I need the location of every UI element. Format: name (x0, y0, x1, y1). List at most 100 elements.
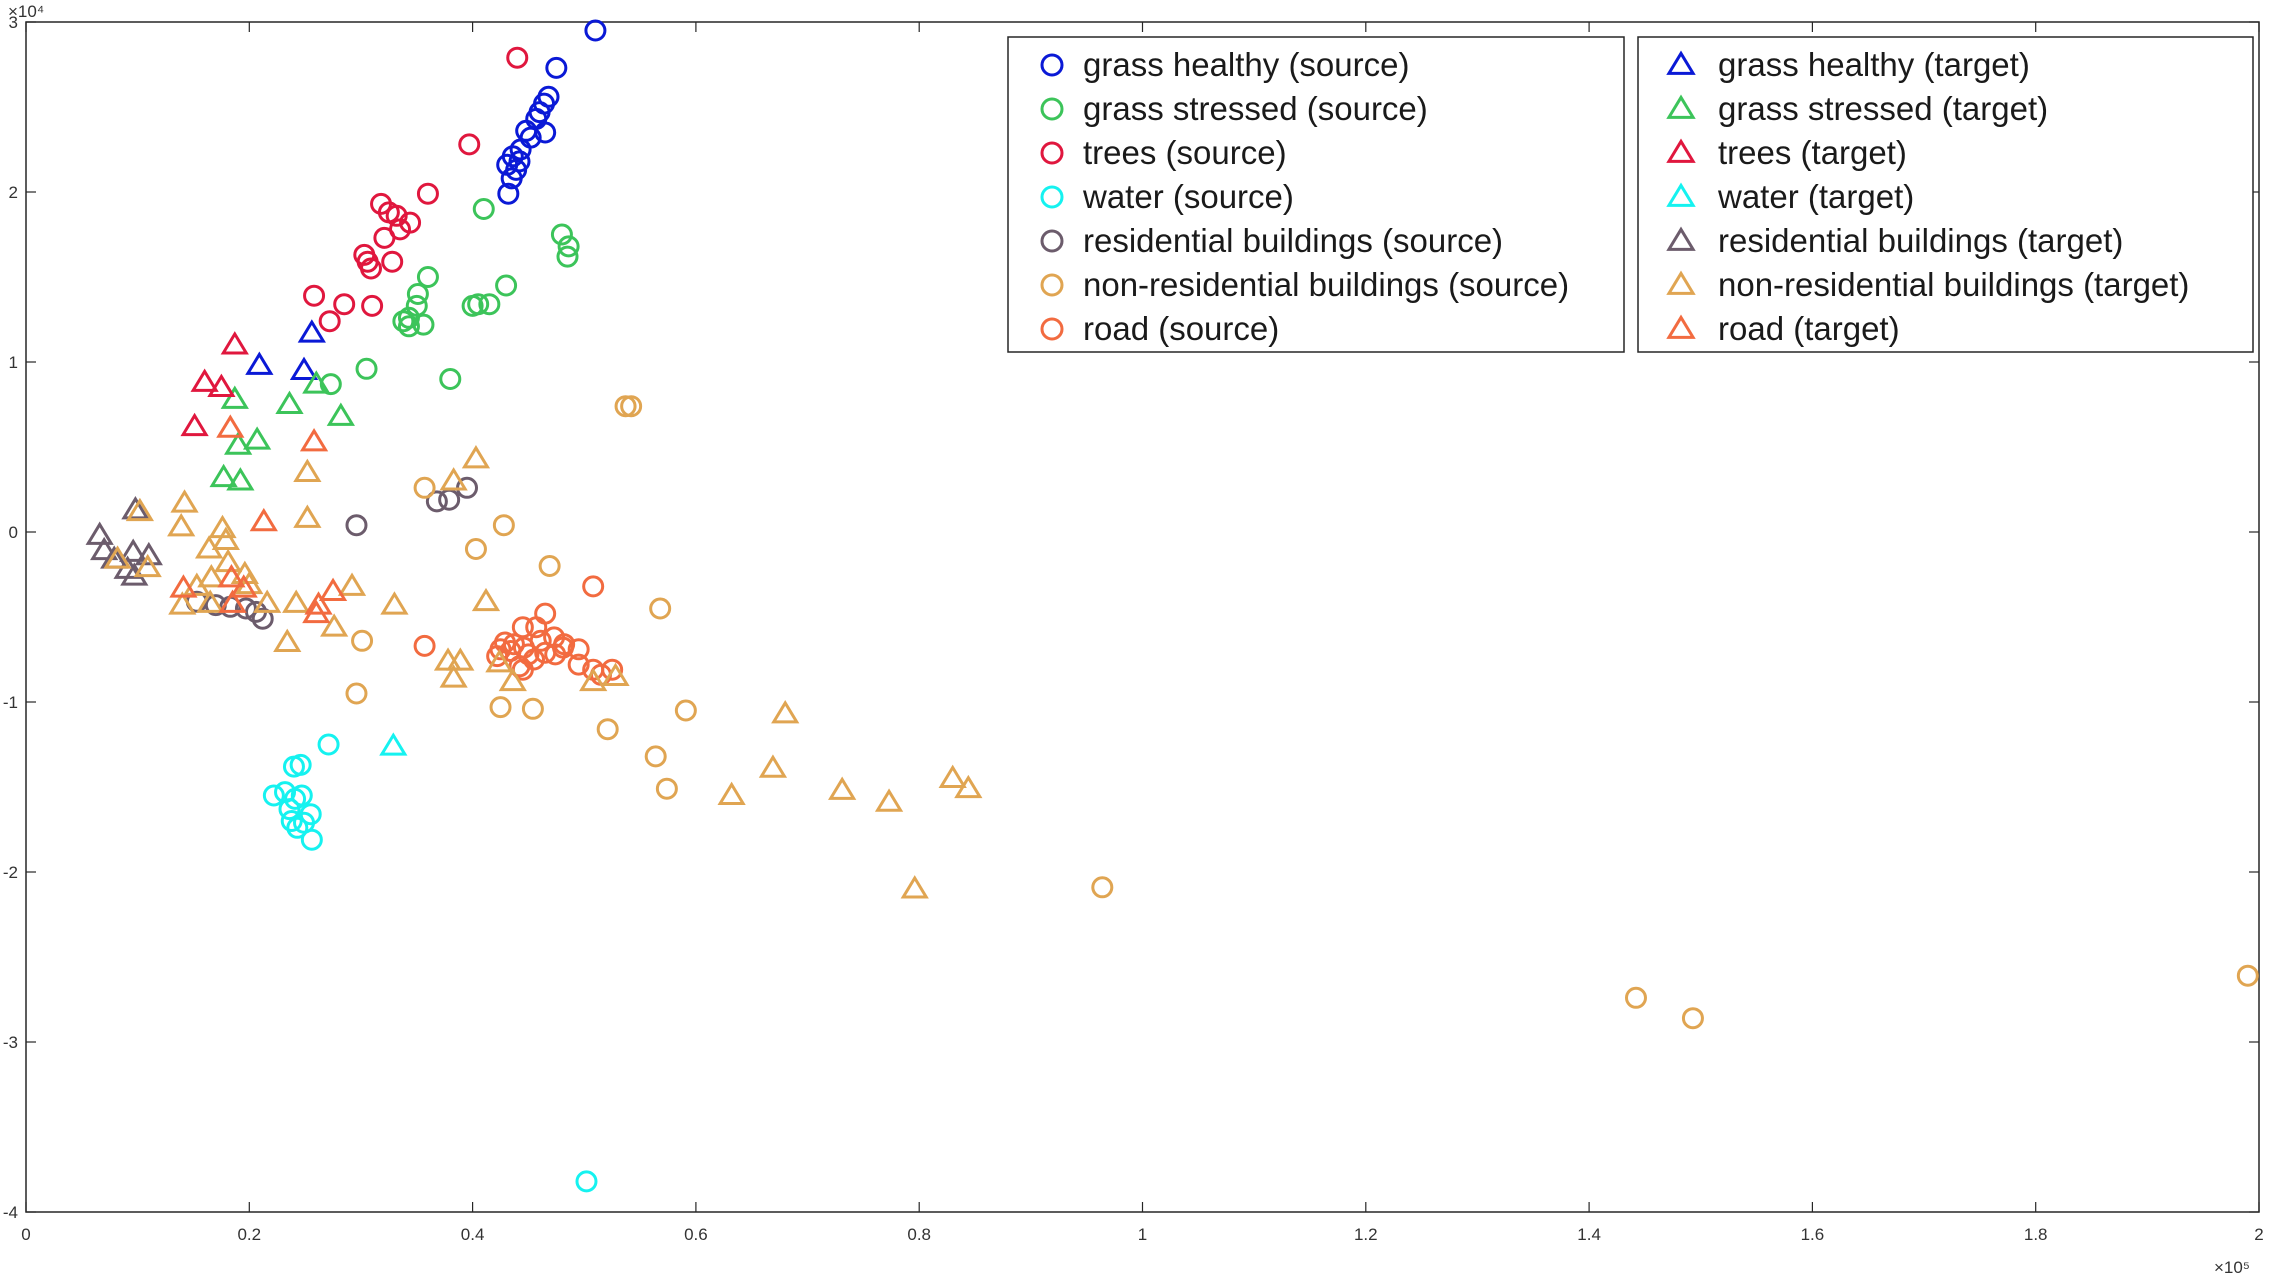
legend-marker-circle (1040, 97, 1064, 121)
legend-label: trees (target) (1718, 134, 1907, 171)
legend-marker-circle (1040, 317, 1064, 341)
data-point-circle (497, 182, 520, 205)
data-point-circle (521, 697, 544, 720)
data-point-triangle (125, 497, 155, 522)
legend-marker-circle (1040, 229, 1064, 253)
x-tick-label: 1.8 (2024, 1225, 2048, 1244)
legend-marker-triangle (1666, 138, 1696, 163)
legend-label: road (target) (1718, 310, 1900, 347)
x-tick-label: 1.4 (1577, 1225, 1601, 1244)
data-point-circle (1681, 1007, 1704, 1030)
legend-label: residential buildings (source) (1083, 222, 1503, 259)
data-point-circle (545, 56, 568, 79)
data-point-triangle (293, 458, 322, 482)
data-point-triangle (461, 445, 491, 469)
legend-source-box (1007, 36, 1625, 353)
data-point-circle (525, 616, 548, 639)
data-point-circle (303, 284, 326, 307)
data-point-circle (506, 46, 529, 69)
legend-item: trees (source) (1040, 134, 1287, 171)
data-point-triangle (900, 875, 929, 899)
legend-item: water (source) (1040, 178, 1294, 215)
data-point-circle (567, 653, 590, 676)
data-point-circle (500, 167, 523, 190)
legend-item: trees (target) (1666, 134, 1907, 171)
legend-marker-circle (1040, 273, 1064, 297)
x-tick-label: 1.2 (1354, 1225, 1378, 1244)
data-point-triangle (717, 781, 746, 805)
data-point-triangle (439, 467, 468, 491)
legend-marker-circle (1040, 141, 1064, 165)
data-point-circle (557, 235, 580, 258)
legend-label: non-residential buildings (target) (1718, 266, 2189, 303)
data-point-triangle (771, 700, 800, 724)
data-point-triangle (211, 526, 240, 550)
legend-item: grass healthy (target) (1666, 46, 2030, 83)
data-point-circle (492, 514, 515, 537)
series-group (496, 19, 607, 205)
data-point-triangle (235, 570, 264, 595)
x-tick-label: 0.8 (907, 1225, 931, 1244)
data-point-triangle (218, 589, 247, 613)
data-point-triangle (293, 504, 322, 528)
data-point-circle (361, 294, 384, 317)
data-point-triangle (217, 564, 246, 588)
data-point-triangle (229, 574, 258, 598)
legend-source: grass healthy (source) grass stressed (so… (1007, 36, 1625, 353)
legend-marker-triangle (1666, 94, 1696, 119)
series-group (180, 331, 249, 437)
legend-target-box (1637, 36, 2254, 353)
data-point-triangle (320, 613, 349, 637)
legend-label: water (target) (1717, 178, 1914, 215)
data-point-triangle (220, 331, 249, 355)
y-tick-label: 2 (9, 183, 18, 202)
data-point-circle (655, 777, 678, 800)
data-point-circle (355, 357, 378, 380)
y-tick-label: -4 (3, 1203, 18, 1222)
data-point-circle (251, 607, 274, 630)
legend-item: grass healthy (source) (1040, 46, 1409, 83)
data-point-circle (538, 555, 561, 577)
data-point-triangle (601, 662, 630, 686)
data-point-triangle (170, 489, 199, 513)
data-point-triangle (439, 664, 468, 688)
y-tick-label: -1 (3, 693, 18, 712)
data-point-triangle (196, 589, 225, 613)
data-point-triangle (121, 496, 150, 520)
data-point-triangle (168, 591, 197, 615)
legend-label: residential buildings (target) (1718, 222, 2123, 259)
data-point-triangle (446, 647, 475, 671)
data-point-triangle (133, 553, 162, 578)
data-point-circle (289, 753, 312, 776)
data-point-circle (567, 638, 590, 661)
data-point-circle (550, 223, 573, 246)
data-point-circle (416, 266, 439, 288)
data-point-circle (333, 293, 356, 316)
series-group (262, 733, 598, 1193)
data-point-circle (412, 313, 435, 336)
data-point-triangle (304, 591, 333, 615)
legend-item: road (target) (1666, 310, 1900, 347)
data-point-circle (489, 696, 512, 719)
y-tick-label: -2 (3, 863, 18, 882)
data-point-triangle (216, 414, 245, 438)
data-point-circle (644, 745, 667, 768)
data-point-circle (317, 733, 340, 756)
data-point-circle (413, 634, 436, 657)
data-point-triangle (874, 788, 904, 812)
y-tick-label: 3 (9, 13, 18, 32)
data-point-triangle (302, 370, 331, 394)
legend-item: residential buildings (target) (1666, 222, 2123, 259)
data-point-triangle (209, 463, 238, 488)
legend-marker-circle (1040, 53, 1064, 77)
legend-marker-circle (1040, 185, 1064, 209)
y-tick-labels: -4 -3 -2 -1 0 1 2 3 (3, 13, 18, 1222)
data-point-circle (601, 658, 624, 681)
y-tick-label: 0 (9, 523, 18, 542)
data-point-triangle (197, 564, 226, 588)
legend-marker-triangle (1666, 226, 1696, 251)
data-point-circle (620, 395, 643, 418)
data-point-circle (556, 245, 579, 268)
x-exponent-label: ×10⁵ (2214, 1258, 2250, 1277)
